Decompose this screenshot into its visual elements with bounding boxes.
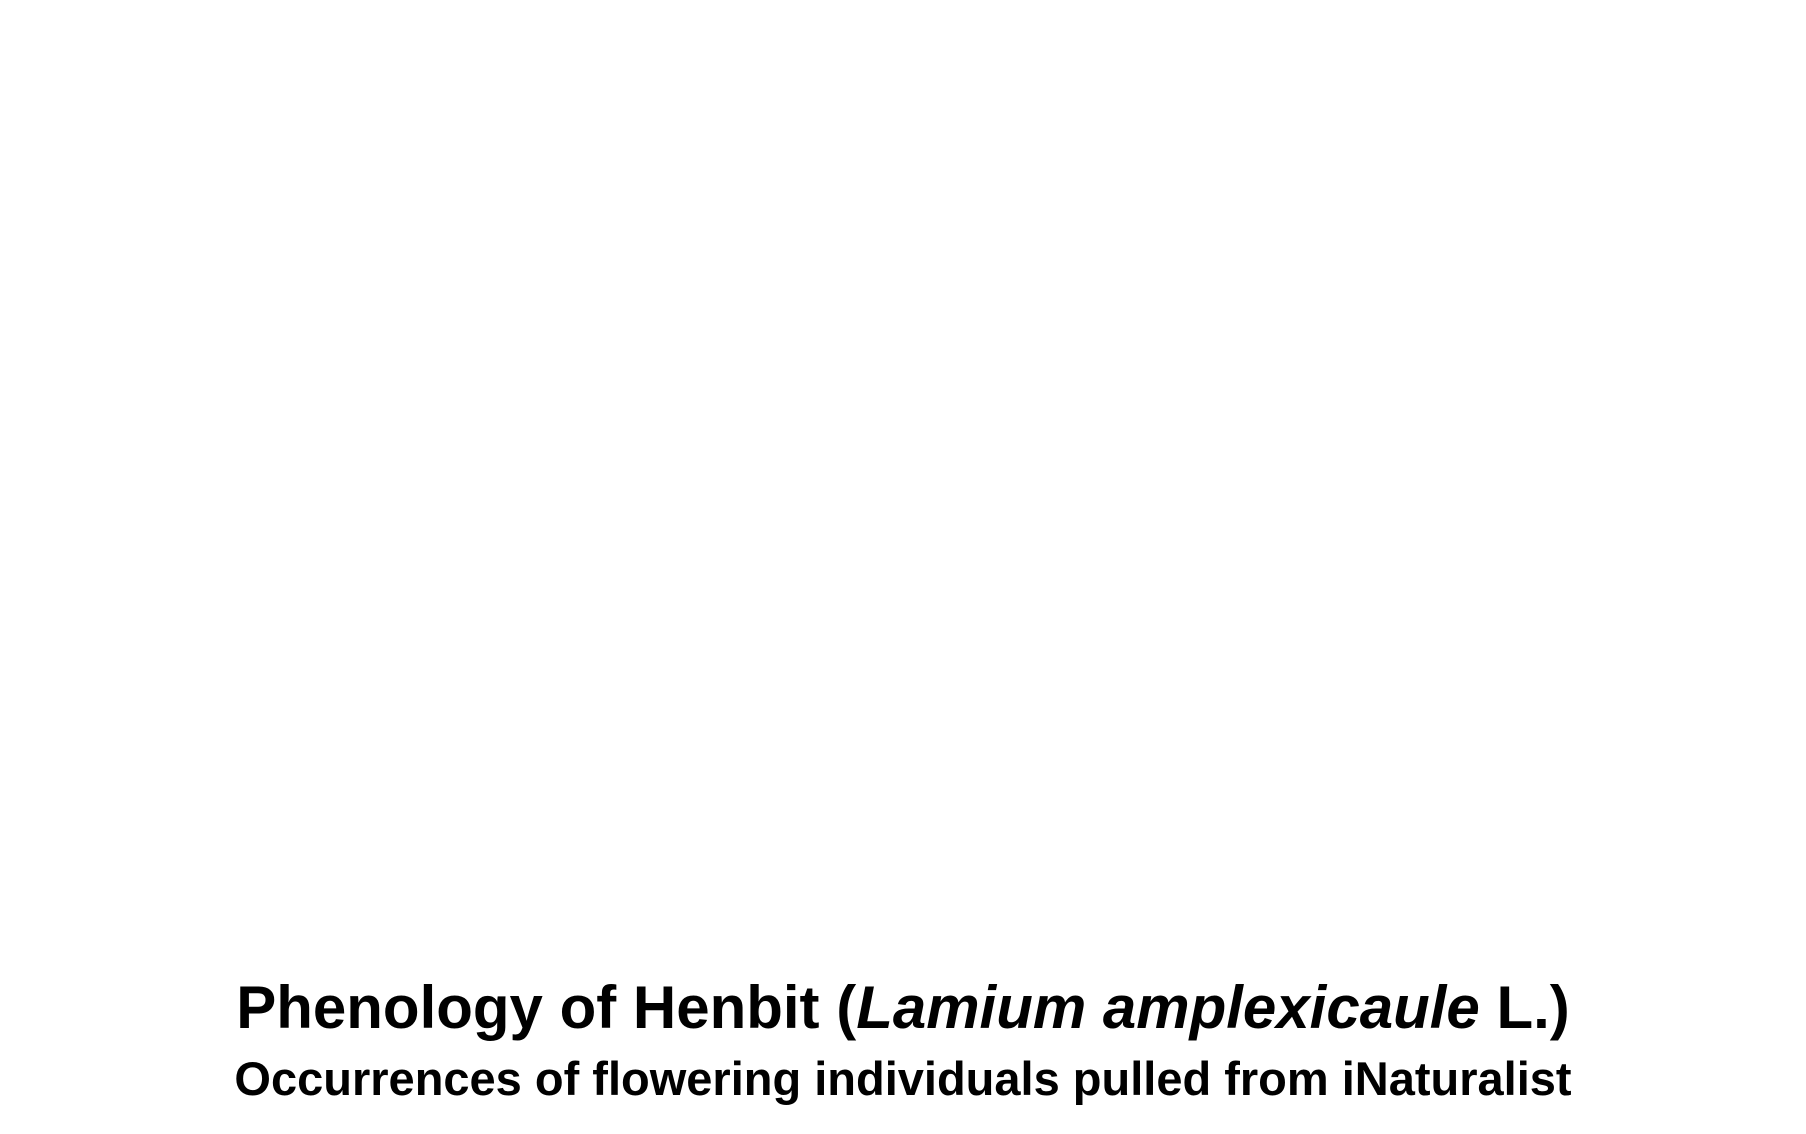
title-block: Phenology of Henbit (Lamium amplexicaule… [0, 968, 1806, 1110]
slide-title: Phenology of Henbit (Lamium amplexicaule… [0, 968, 1806, 1048]
title-prefix: Phenology of Henbit ( [236, 974, 857, 1041]
slide-subtitle: Occurrences of flowering individuals pul… [234, 1052, 1572, 1105]
slide-content-area [0, 0, 1806, 960]
title-species-name: Lamium amplexicaule [856, 974, 1480, 1041]
title-suffix: L.) [1479, 974, 1570, 1041]
